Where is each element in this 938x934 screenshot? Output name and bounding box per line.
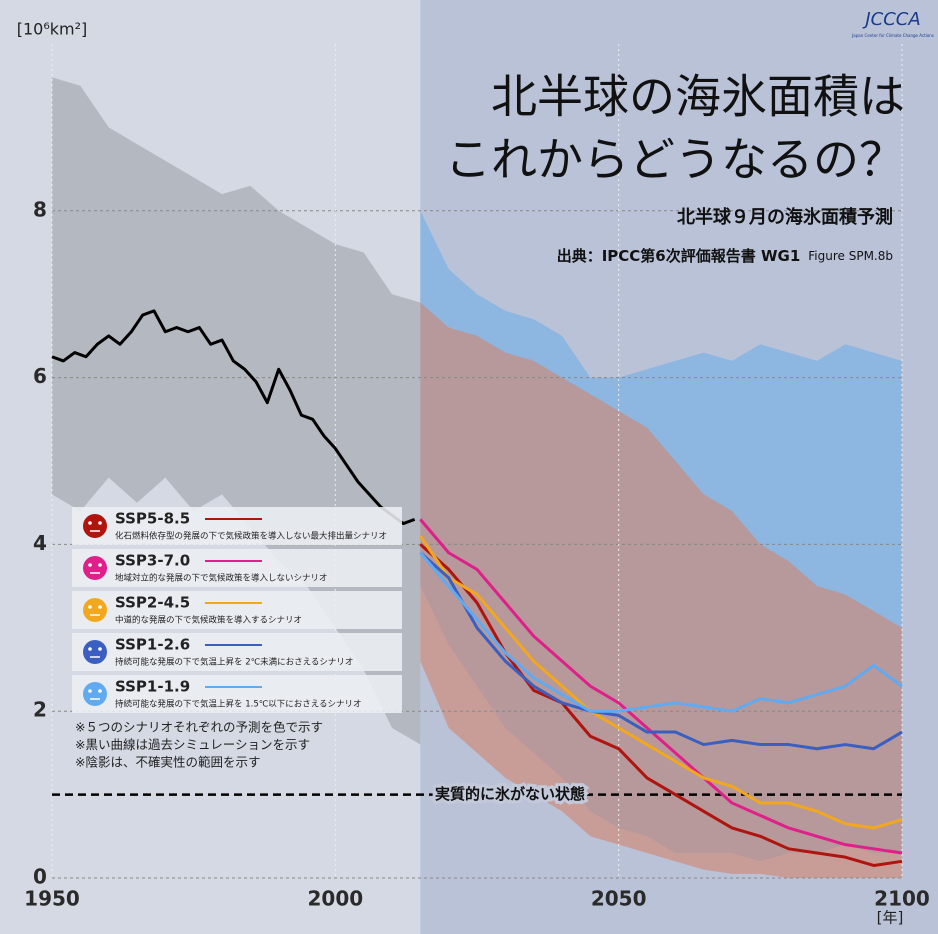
legend-name: SSP2-4.5: [115, 594, 190, 612]
legend-icon-eye: [98, 563, 102, 567]
legend-icon-eye: [88, 605, 92, 609]
legend-box: [72, 675, 402, 713]
series-line: [419, 535, 903, 830]
x-tick-label: 2050: [591, 887, 647, 911]
title-line: 北半球の海氷面積は: [491, 70, 905, 124]
series-line: [419, 551, 903, 713]
legend-description: 化石燃料依存型の発展の下で気候政策を導入しない最大排出量シナリオ: [115, 531, 387, 542]
logo: JCCCA: [862, 9, 920, 30]
series-line: [419, 551, 903, 751]
y-axis-label: [10⁶km²]: [17, 20, 88, 39]
y-tick-label: 6: [33, 364, 47, 388]
legend-icon-eye: [98, 521, 102, 525]
logo-caption: Japan Center for Climate Change Actions: [851, 33, 934, 38]
legend-box: [72, 549, 402, 587]
legend-description: 持続可能な発展の下で気温上昇を 1.5℃以下におさえるシナリオ: [115, 699, 362, 710]
legend-icon: [83, 598, 107, 622]
legend-icon-eye: [98, 689, 102, 693]
source: 出典：IPCC第6次評価報告書 WG1 Figure SPM.8b: [557, 247, 893, 265]
legend-name: SSP1-2.6: [115, 636, 190, 654]
legend-description: 中道的な発展の下で気候政策を導入するシナリオ: [115, 615, 302, 626]
legend-icon: [83, 556, 107, 580]
legend-description: 持続可能な発展の下で気温上昇を 2℃未満におさえるシナリオ: [115, 657, 353, 668]
note: ※黒い曲線は過去シミュレーションを示す: [75, 737, 310, 752]
x-tick-label: 1950: [24, 887, 80, 911]
subtitle: 北半球９月の海氷面積予測: [677, 206, 893, 228]
legend-name: SSP3-7.0: [115, 552, 190, 570]
legend-name: SSP5-8.5: [115, 510, 190, 528]
y-tick-label: 4: [33, 531, 47, 555]
note: ※陰影は、不確実性の範囲を示す: [75, 755, 260, 770]
x-tick-label: 2100: [874, 887, 930, 911]
legend-icon-eye: [88, 521, 92, 525]
x-axis-label: [年]: [877, 909, 904, 927]
series-line: [51, 309, 416, 526]
legend-icon: [83, 640, 107, 664]
uncertainty-band: [420, 302, 902, 878]
legend-icon: [83, 514, 107, 538]
legend-description: 地域対立的な発展の下で気候政策を導入しないシナリオ: [115, 573, 328, 584]
source-text: 出典：IPCC第6次評価報告書 WG1: [557, 247, 801, 265]
y-tick-label: 8: [33, 197, 47, 221]
legend-icon-eye: [88, 689, 92, 693]
legend-name: SSP1-1.9: [115, 678, 190, 696]
plot: 0 2 4 6 8 1950 2000 2050 2100 実質的に氷がない状態 SSP5-8.5 化…: [24, 44, 930, 911]
x-tick-label: 2000: [307, 887, 363, 911]
legend-icon-eye: [98, 605, 102, 609]
y-tick-label: 2: [33, 698, 47, 722]
legend-box: [72, 633, 402, 671]
legend-icon: [83, 682, 107, 706]
series-line: [419, 543, 903, 867]
title-line: これからどうなるの？: [445, 133, 905, 187]
legend-icon-eye: [88, 563, 92, 567]
legend-box: [72, 507, 402, 545]
figure-ref: Figure SPM.8b: [808, 249, 893, 263]
threshold-label: 実質的に氷がない状態: [435, 785, 585, 803]
note: ※５つのシナリオそれぞれの予測を色で示す: [75, 720, 323, 735]
series-line: [419, 518, 903, 855]
legend-icon-eye: [88, 647, 92, 651]
y-tick-label: 0: [33, 865, 47, 889]
legend-icon-eye: [98, 647, 102, 651]
legend-box: [72, 591, 402, 629]
